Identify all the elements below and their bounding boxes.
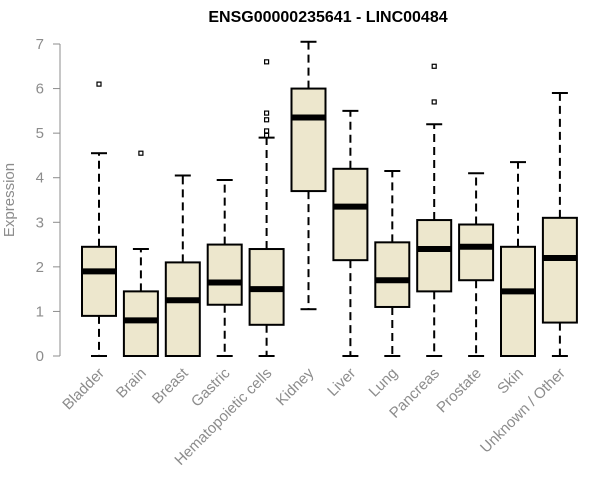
x-tick-label: Prostate <box>433 365 485 417</box>
box-liver <box>332 109 369 357</box>
x-tick-label: Bladder <box>59 365 108 414</box>
box-body <box>500 245 536 357</box>
box-unknown-other <box>541 92 578 357</box>
y-axis: 0 1 2 3 4 5 6 7 <box>36 36 61 365</box>
box-lung <box>374 170 411 357</box>
box-breast <box>164 174 201 357</box>
outlier-point <box>431 63 437 69</box>
x-tick-label: Breast <box>149 364 192 407</box>
box-prostate <box>458 172 495 357</box>
box-hematopoietic-cells <box>248 59 285 357</box>
y-tick-label: 5 <box>36 125 44 142</box>
chart-title: ENSG00000235641 - LINC00484 <box>208 9 447 26</box>
box-pancreas <box>416 63 453 357</box>
y-tick-label: 3 <box>36 214 44 231</box>
outlier-point <box>96 81 102 87</box>
box-skin <box>500 161 536 357</box>
outlier-point <box>264 117 270 123</box>
y-tick-label: 0 <box>36 348 44 365</box>
outlier-point <box>264 110 270 116</box>
box-body <box>164 261 201 357</box>
box-body <box>290 87 327 193</box>
y-tick-label: 1 <box>36 303 44 320</box>
y-tick-label: 6 <box>36 81 44 98</box>
box-body <box>458 223 495 282</box>
outlier-point <box>264 132 270 138</box>
y-tick-label: 2 <box>36 259 44 276</box>
outlier-point <box>264 128 270 134</box>
y-axis-label: Expression <box>1 163 18 237</box>
outlier-point <box>264 59 270 65</box>
box-body <box>206 243 243 306</box>
box-gastric <box>206 178 243 357</box>
box-body <box>374 241 411 308</box>
box-series <box>81 40 578 357</box>
box-brain <box>122 150 159 357</box>
box-body <box>122 290 159 357</box>
outlier-point <box>138 150 144 156</box>
box-body <box>541 216 578 324</box>
x-tick-label: Brain <box>113 365 150 402</box>
y-tick-label: 4 <box>36 170 44 187</box>
outlier-point <box>431 99 437 105</box>
box-body <box>332 167 369 262</box>
x-tick-label: Liver <box>324 365 359 400</box>
box-kidney <box>290 40 327 311</box>
box-body <box>81 245 117 317</box>
x-tick-label: Skin <box>494 365 527 398</box>
box-body <box>416 219 453 293</box>
x-tick-label: Kidney <box>273 364 318 409</box>
y-tick-label: 7 <box>36 36 44 53</box>
box-bladder <box>81 81 117 357</box>
x-tick-label: Lung <box>366 365 402 401</box>
